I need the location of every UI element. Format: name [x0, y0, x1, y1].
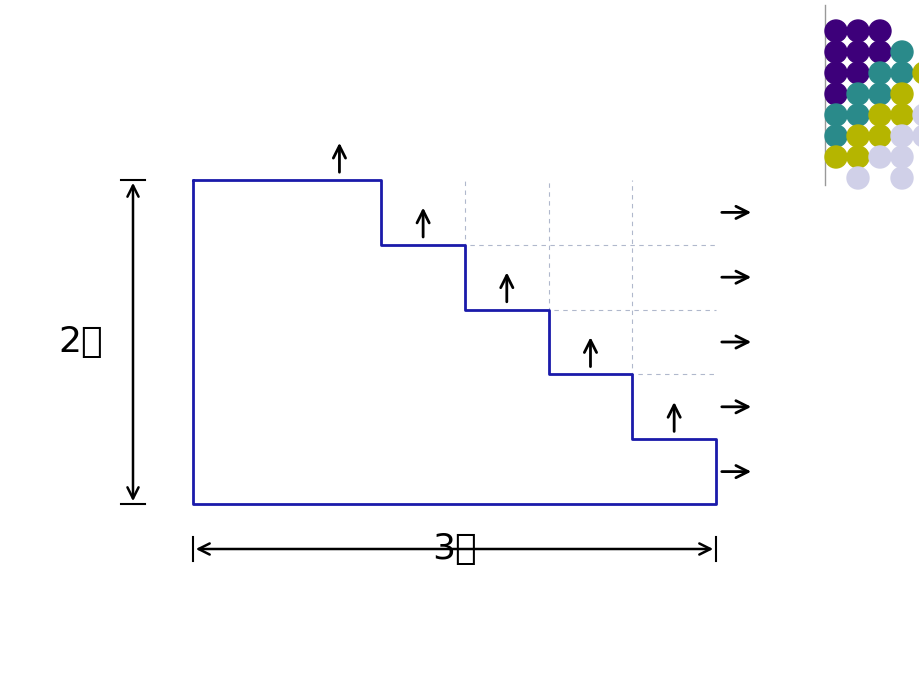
Circle shape	[824, 41, 846, 63]
Circle shape	[868, 104, 890, 126]
Circle shape	[824, 104, 846, 126]
Circle shape	[912, 125, 919, 147]
Circle shape	[846, 83, 868, 105]
Circle shape	[824, 62, 846, 84]
Circle shape	[846, 41, 868, 63]
Text: 3米: 3米	[432, 532, 476, 566]
Circle shape	[890, 62, 912, 84]
Circle shape	[824, 20, 846, 42]
Circle shape	[846, 104, 868, 126]
Text: 2米: 2米	[59, 325, 103, 359]
Circle shape	[890, 125, 912, 147]
Circle shape	[824, 83, 846, 105]
Circle shape	[890, 167, 912, 189]
Circle shape	[868, 146, 890, 168]
Circle shape	[890, 41, 912, 63]
Circle shape	[846, 167, 868, 189]
Circle shape	[846, 20, 868, 42]
Circle shape	[846, 146, 868, 168]
Circle shape	[868, 83, 890, 105]
Circle shape	[824, 125, 846, 147]
Circle shape	[824, 146, 846, 168]
Circle shape	[912, 62, 919, 84]
Circle shape	[868, 41, 890, 63]
Circle shape	[846, 125, 868, 147]
Circle shape	[890, 104, 912, 126]
Circle shape	[912, 104, 919, 126]
Circle shape	[868, 62, 890, 84]
Circle shape	[890, 146, 912, 168]
Circle shape	[890, 83, 912, 105]
Circle shape	[868, 20, 890, 42]
Circle shape	[868, 125, 890, 147]
Circle shape	[846, 62, 868, 84]
